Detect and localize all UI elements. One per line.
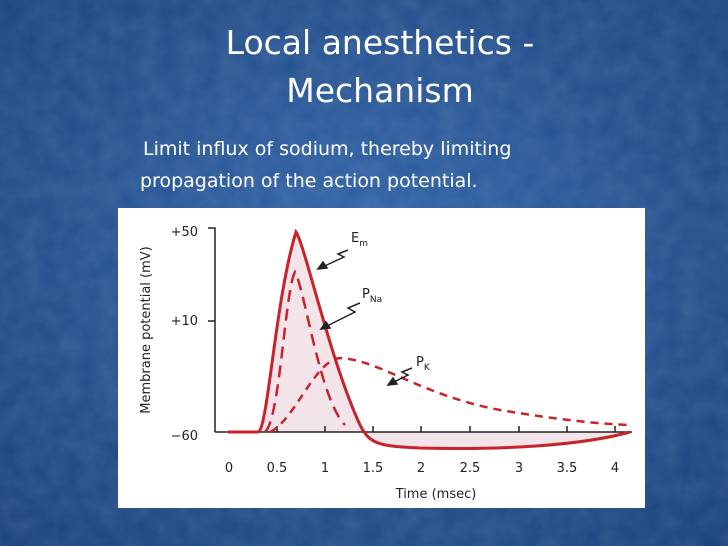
curve-subscript: Na <box>370 295 382 305</box>
y-tick-label: −60 <box>171 429 198 444</box>
x-tick-label: 0 <box>225 461 233 476</box>
x-tick-label: 1.5 <box>363 461 384 476</box>
curve-label: PK <box>416 355 431 373</box>
x-tick-label: 2 <box>417 461 425 476</box>
x-tick-label: 3.5 <box>557 461 578 476</box>
em-curve <box>228 228 631 450</box>
body-line: propagation of the action potential. <box>140 170 478 192</box>
axes <box>208 227 632 433</box>
x-tick-label: 1 <box>321 461 329 476</box>
body-line: Limit influx of sodium, thereby limiting <box>143 138 511 160</box>
y-tick-label: +10 <box>171 314 198 329</box>
curve-label: Em <box>351 231 368 249</box>
x-axis-label: Time (msec) <box>395 487 477 502</box>
x-tick-label: 0.5 <box>267 461 288 476</box>
y-tick-label: +50 <box>171 225 198 240</box>
curve-symbol: E <box>351 231 359 246</box>
x-tick-label: 2.5 <box>460 461 481 476</box>
title-line: Mechanism <box>286 71 473 110</box>
x-tick-label: 4 <box>611 461 619 476</box>
arrows <box>316 249 413 386</box>
figure-panel <box>118 208 645 508</box>
x-tick-label: 3 <box>515 461 523 476</box>
pk-curve <box>269 356 631 434</box>
curve-label: PNa <box>362 287 382 305</box>
y-axis-label: Membrane potential (mV) <box>139 246 154 413</box>
curve-symbol: P <box>416 355 424 370</box>
curve-subscript: K <box>424 363 431 373</box>
pna-curve <box>264 269 346 433</box>
curve-symbol: P <box>362 287 370 302</box>
title-line: Local anesthetics - <box>226 23 535 62</box>
curve-subscript: m <box>359 239 368 249</box>
